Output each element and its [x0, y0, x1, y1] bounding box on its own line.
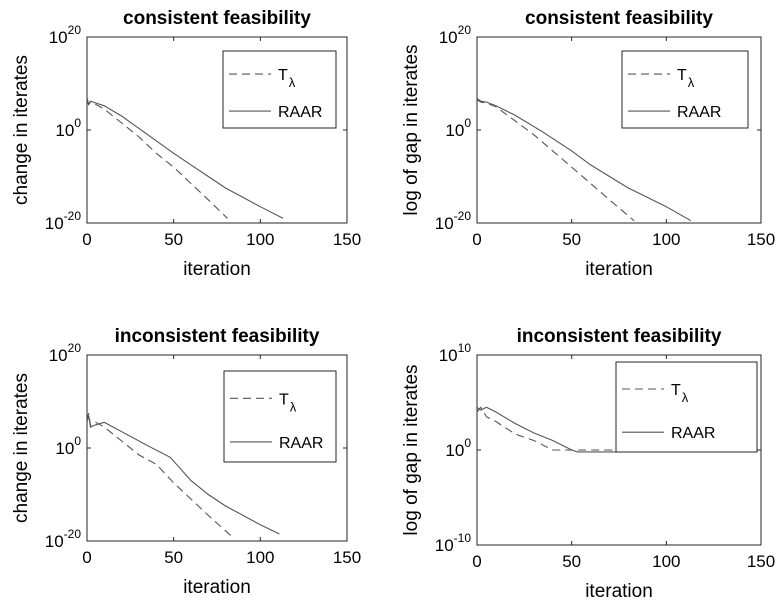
legend-label: Tλ	[671, 382, 689, 405]
legend-label: RAAR	[671, 425, 715, 442]
x-tick-label: 150	[333, 230, 361, 249]
x-tick-label: 150	[333, 548, 361, 567]
x-tick-label: 0	[82, 548, 91, 567]
x-tick-label: 50	[562, 230, 581, 249]
y-tick-label: 10-20	[45, 527, 82, 551]
x-tick-label: 150	[747, 230, 775, 249]
chart-title: inconsistent feasibility	[517, 326, 722, 347]
x-axis-label: iteration	[183, 259, 251, 280]
chart-panel-1: consistent feasibility 0 50 100 150 1020 100 10…	[11, 8, 361, 280]
x-tick-label: 0	[472, 552, 481, 571]
chart-title: consistent feasibility	[525, 8, 713, 29]
y-tick-label: 1020	[49, 23, 82, 47]
x-tick-label: 100	[652, 230, 680, 249]
chart-panel-4: inconsistent feasibility 0 50 100 150 1010 100…	[401, 326, 775, 602]
x-tick-label: 100	[246, 230, 274, 249]
chart-title: consistent feasibility	[123, 8, 311, 29]
y-axis-label: log of gap in iterates	[401, 44, 422, 215]
legend: Tλ RAAR	[222, 50, 337, 129]
y-tick-label: 10-10	[435, 531, 472, 555]
legend-label: Tλ	[279, 391, 297, 414]
x-tick-label: 50	[164, 548, 183, 567]
x-tick-label: 50	[164, 230, 183, 249]
y-tick-label: 1020	[439, 23, 472, 47]
series-line-t-lambda	[86, 99, 228, 219]
x-axis-label: iteration	[585, 581, 653, 602]
x-tick-label: 100	[652, 552, 680, 571]
y-axis-label: log of gap in iterates	[401, 364, 422, 535]
y-axis-label: change in iterates	[11, 55, 32, 205]
x-tick-label: 150	[747, 552, 775, 571]
legend-box	[621, 50, 749, 129]
chart-panel-3: inconsistent feasibility 0 50 100 150 1020 100…	[11, 326, 361, 598]
legend: Tλ RAAR	[615, 361, 758, 453]
y-tick-label: 1010	[439, 341, 472, 365]
x-axis-label: iteration	[585, 259, 653, 280]
y-tick-label: 100	[55, 434, 81, 458]
legend-box	[223, 370, 337, 463]
x-tick-label: 0	[472, 230, 481, 249]
legend: Tλ RAAR	[621, 50, 749, 129]
y-tick-label: 100	[445, 436, 471, 460]
y-tick-label: 100	[445, 116, 471, 140]
legend-label: RAAR	[677, 104, 721, 121]
legend-box	[222, 50, 337, 129]
legend: Tλ RAAR	[223, 370, 337, 463]
legend-label: Tλ	[677, 67, 695, 90]
legend-label: RAAR	[279, 435, 323, 452]
legend-label: RAAR	[278, 104, 322, 121]
x-tick-label: 50	[562, 552, 581, 571]
y-tick-label: 100	[55, 116, 81, 140]
y-tick-label: 10-20	[45, 209, 82, 233]
x-axis-label: iteration	[183, 577, 251, 598]
y-tick-label: 10-20	[435, 209, 472, 233]
x-tick-label: 100	[246, 548, 274, 567]
y-tick-label: 1020	[49, 341, 82, 365]
series-line-raar	[86, 415, 280, 535]
chart-title: inconsistent feasibility	[115, 326, 320, 347]
series-line-t-lambda	[86, 412, 235, 540]
series-line-raar	[86, 97, 284, 219]
legend-label: Tλ	[278, 67, 296, 90]
y-axis-label: change in iterates	[11, 373, 32, 523]
series-line-raar	[476, 97, 692, 222]
series-line-t-lambda	[476, 99, 635, 222]
x-tick-label: 0	[82, 230, 91, 249]
legend-box	[615, 361, 758, 453]
series-line-t-lambda	[476, 406, 667, 451]
chart-panel-2: consistent feasibility 0 50 100 150 1020 100 10…	[401, 8, 775, 280]
